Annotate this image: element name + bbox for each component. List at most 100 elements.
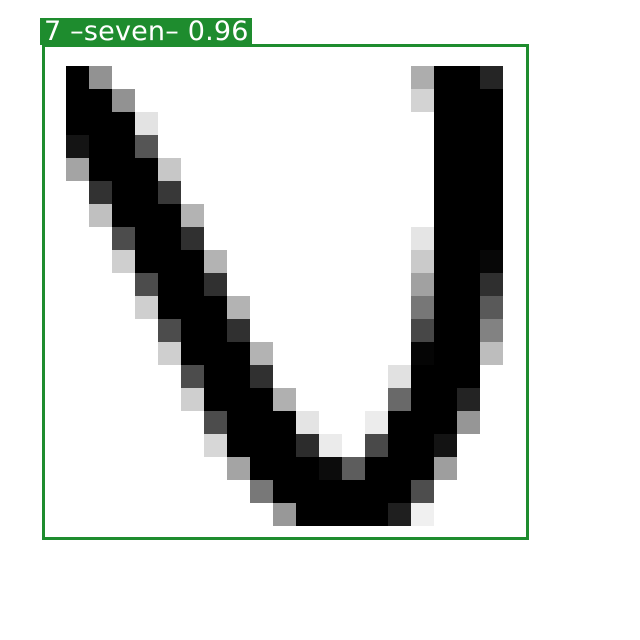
- digit-pixel: [319, 480, 342, 503]
- digit-pixel: [480, 273, 503, 296]
- digit-pixel: [411, 319, 434, 342]
- digit-pixel: [296, 503, 319, 526]
- digit-pixel: [66, 158, 89, 181]
- digit-pixel: [66, 89, 89, 112]
- digit-pixel: [296, 434, 319, 457]
- digit-pixel: [411, 296, 434, 319]
- digit-pixel: [181, 296, 204, 319]
- digit-pixel: [480, 66, 503, 89]
- digit-pixel: [411, 434, 434, 457]
- digit-pixel: [434, 342, 457, 365]
- digit-pixel: [227, 365, 250, 388]
- digit-pixel: [204, 250, 227, 273]
- digit-pixel: [457, 66, 480, 89]
- digit-pixel: [135, 204, 158, 227]
- digit-pixel: [89, 181, 112, 204]
- digit-pixel: [158, 158, 181, 181]
- digit-pixel: [480, 250, 503, 273]
- digit-pixel: [457, 227, 480, 250]
- digit-pixel: [388, 411, 411, 434]
- digit-pixel: [181, 342, 204, 365]
- digit-pixel: [181, 365, 204, 388]
- digit-pixel: [434, 388, 457, 411]
- digit-pixel: [411, 457, 434, 480]
- digit-pixel: [434, 227, 457, 250]
- digit-pixel: [227, 457, 250, 480]
- digit-pixel: [388, 480, 411, 503]
- digit-pixel: [434, 365, 457, 388]
- digit-pixel: [365, 434, 388, 457]
- digit-pixel: [273, 457, 296, 480]
- digit-pixel: [296, 411, 319, 434]
- digit-pixel: [273, 480, 296, 503]
- digit-pixel: [480, 89, 503, 112]
- digit-pixel: [227, 296, 250, 319]
- digit-pixel: [411, 89, 434, 112]
- digit-pixel: [250, 411, 273, 434]
- digit-pixel: [227, 319, 250, 342]
- digit-pixel: [411, 480, 434, 503]
- digit-pixel: [434, 457, 457, 480]
- digit-pixel: [89, 112, 112, 135]
- digit-pixel: [181, 388, 204, 411]
- digit-pixel: [457, 204, 480, 227]
- digit-pixel: [457, 273, 480, 296]
- digit-pixel: [319, 457, 342, 480]
- digit-pixel: [66, 66, 89, 89]
- digit-pixel: [388, 457, 411, 480]
- digit-pixel: [181, 319, 204, 342]
- digit-pixel: [204, 273, 227, 296]
- digit-pixel: [457, 319, 480, 342]
- digit-pixel: [434, 204, 457, 227]
- digit-pixel: [66, 135, 89, 158]
- digit-pixel: [480, 227, 503, 250]
- digit-pixel: [365, 411, 388, 434]
- digit-pixel: [457, 181, 480, 204]
- digit-pixel: [181, 227, 204, 250]
- digit-pixel: [66, 112, 89, 135]
- digit-pixel: [411, 250, 434, 273]
- digit-pixel: [204, 388, 227, 411]
- digit-pixel: [480, 158, 503, 181]
- digit-pixel: [342, 480, 365, 503]
- digit-pixel: [158, 342, 181, 365]
- digit-pixel: [342, 457, 365, 480]
- digit-pixel: [434, 158, 457, 181]
- digit-pixel: [365, 503, 388, 526]
- digit-pixel: [480, 319, 503, 342]
- digit-pixel: [227, 342, 250, 365]
- digit-pixel: [457, 89, 480, 112]
- digit-pixel: [480, 181, 503, 204]
- detection-label: 7 –seven– 0.96: [40, 18, 252, 45]
- digit-pixel: [480, 296, 503, 319]
- digit-pixel: [112, 135, 135, 158]
- digit-pixel: [411, 273, 434, 296]
- digit-pixel: [388, 365, 411, 388]
- digit-pixel: [434, 250, 457, 273]
- digit-pixel: [342, 503, 365, 526]
- digit-pixel: [250, 434, 273, 457]
- digit-pixel: [158, 181, 181, 204]
- digit-pixel: [457, 112, 480, 135]
- digit-pixel: [135, 250, 158, 273]
- digit-pixel: [434, 89, 457, 112]
- digit-pixel: [411, 342, 434, 365]
- digit-pixel: [457, 158, 480, 181]
- digit-pixel: [480, 135, 503, 158]
- digit-pixel: [158, 227, 181, 250]
- digit-pixel: [112, 181, 135, 204]
- digit-pixel: [434, 181, 457, 204]
- digit-pixel-grid: [66, 66, 503, 526]
- digit-pixel: [135, 227, 158, 250]
- digit-pixel: [181, 273, 204, 296]
- digit-pixel: [112, 227, 135, 250]
- digit-pixel: [89, 204, 112, 227]
- digit-pixel: [480, 204, 503, 227]
- digit-pixel: [434, 434, 457, 457]
- digit-pixel: [457, 342, 480, 365]
- digit-pixel: [204, 365, 227, 388]
- digit-pixel: [204, 319, 227, 342]
- digit-pixel: [89, 135, 112, 158]
- digit-pixel: [135, 135, 158, 158]
